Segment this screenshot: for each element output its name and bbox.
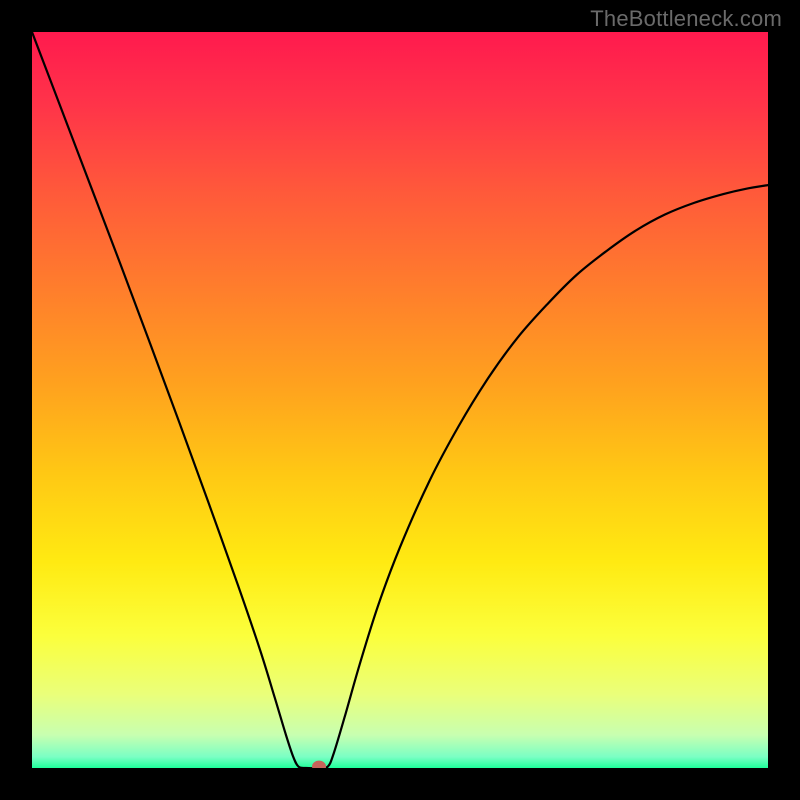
gradient-background	[32, 32, 768, 768]
plot-area	[32, 32, 768, 768]
chart-svg	[32, 32, 768, 768]
watermark-text: TheBottleneck.com	[590, 6, 782, 32]
